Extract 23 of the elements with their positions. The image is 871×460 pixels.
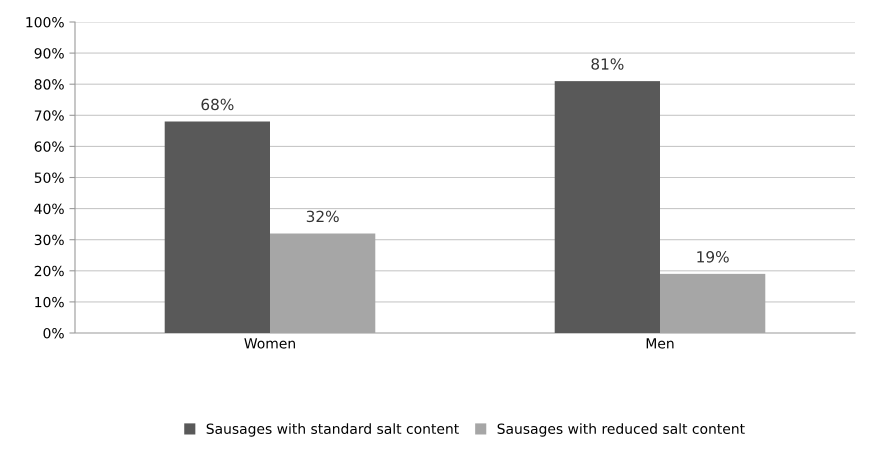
data-label: 81% — [591, 58, 624, 70]
y-tick-label: 90% — [34, 48, 64, 59]
data-label: 19% — [697, 251, 729, 263]
bar — [270, 233, 376, 333]
bar — [554, 81, 660, 333]
x-tick-label: Women — [244, 338, 295, 349]
x-tick-label: Men — [646, 338, 674, 349]
y-tick-label: 10% — [35, 296, 64, 308]
y-tick-label: 40% — [34, 204, 64, 214]
y-tick-label: 20% — [34, 266, 64, 276]
legend-label: Sausages with reduced salt content — [498, 423, 745, 437]
bar — [660, 274, 766, 333]
data-label: 32% — [306, 210, 339, 222]
y-tick-label: 80% — [34, 79, 64, 90]
y-tick-label: 70% — [34, 110, 64, 121]
y-tick-label: 100% — [26, 16, 64, 28]
y-tick-label: 60% — [34, 141, 64, 152]
bar — [164, 122, 270, 333]
y-tick-label: 30% — [34, 234, 64, 246]
y-tick-label: 0% — [43, 328, 64, 338]
data-label: 68% — [201, 98, 234, 110]
y-tick-label: 50% — [34, 172, 64, 183]
legend-label: Sausages with standard salt content — [206, 423, 459, 437]
